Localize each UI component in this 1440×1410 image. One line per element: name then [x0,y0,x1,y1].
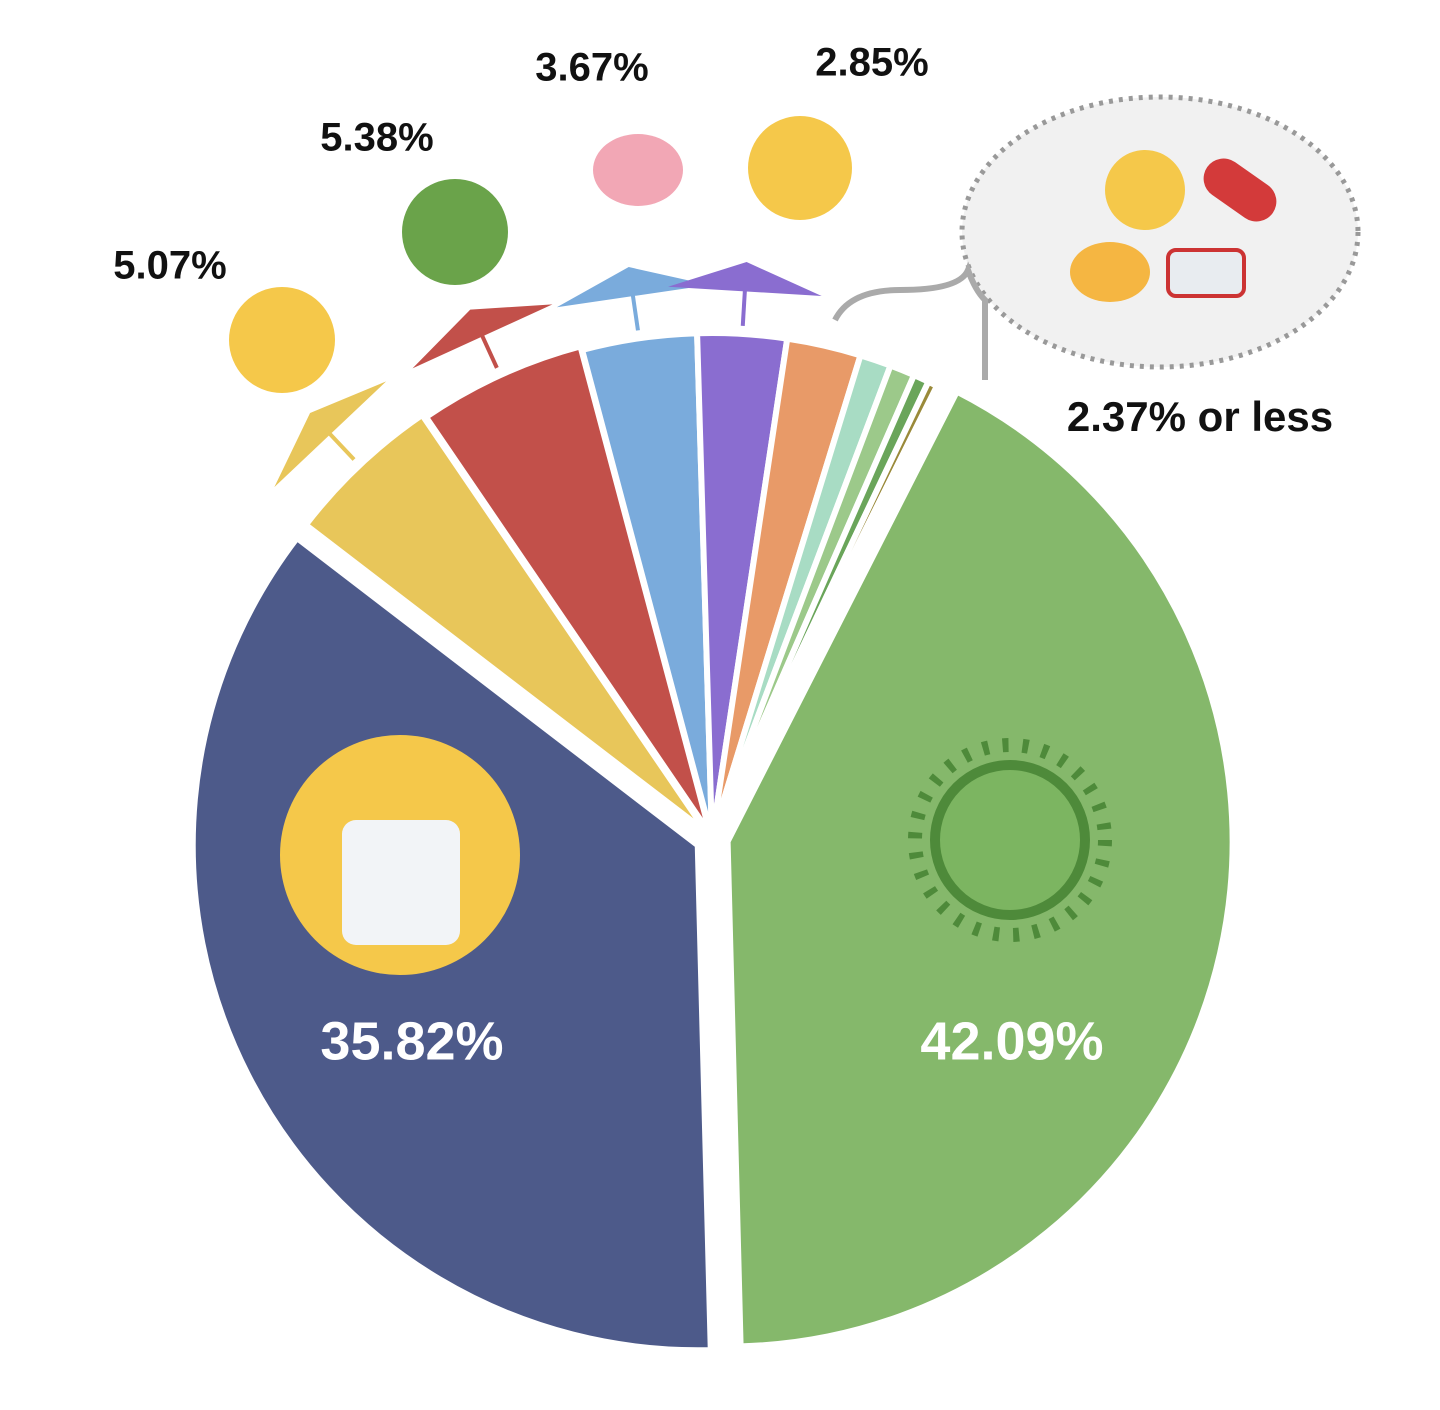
value-label: 5.38% [320,116,433,160]
arrow-head [668,262,822,296]
pie [189,330,1236,1354]
value-label: 35.82% [320,1011,503,1071]
ambulance-icon [1166,248,1246,298]
arrow-head [556,267,710,308]
slice [709,382,945,841]
arrow-head [274,381,387,488]
mask [342,820,460,945]
vomit-emoji [748,116,852,220]
icons [229,94,1361,975]
value-label: 5.07% [113,244,226,288]
brace [832,261,989,380]
value-label: 3.67% [535,46,648,90]
arrow-head [412,304,553,369]
value-label: 42.09% [920,1011,1103,1071]
sneeze-emoji [229,287,335,393]
microbe-icon [908,738,1112,942]
value-label: 2.85% [815,41,928,85]
soap-icon [593,134,683,206]
slice [422,343,714,838]
group-bubble [959,94,1361,370]
annotation: 2.37% or less [1067,393,1333,440]
pill-icon [1203,158,1277,222]
sponge-icon [1070,242,1150,302]
bandage-emoji [1105,150,1185,230]
slice [302,411,710,836]
nausea-emoji [402,179,508,285]
microbe-body [930,760,1090,920]
